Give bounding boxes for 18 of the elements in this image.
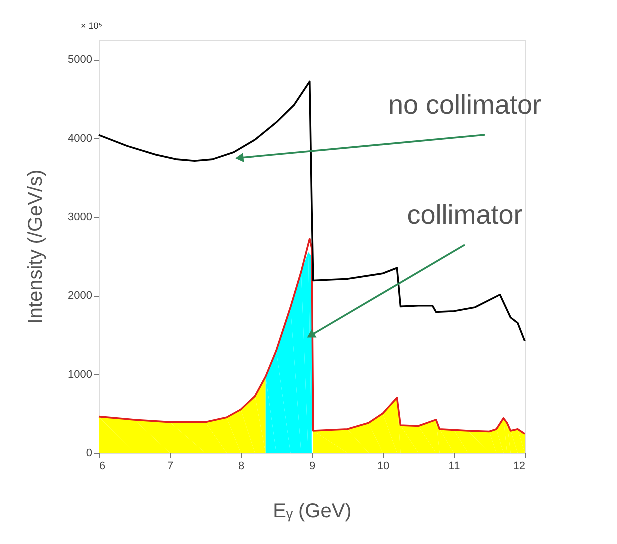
annotation: collimator bbox=[407, 200, 523, 230]
text: × 10⁵ bbox=[81, 21, 103, 31]
x-tick-label: 12 bbox=[513, 460, 526, 472]
x-axis-title: Eᵧ (GeV) bbox=[273, 500, 352, 522]
y-tick-label: 3000 bbox=[68, 212, 92, 224]
y-tick-label: 1000 bbox=[68, 368, 92, 381]
y-tick-label: 2000 bbox=[68, 290, 92, 302]
x-tick-label: 8 bbox=[238, 460, 245, 472]
y-axis-title: Intensity (/GeV/s) bbox=[25, 170, 48, 324]
y-tick-label: 0 bbox=[86, 448, 92, 460]
x-tick-label: 11 bbox=[448, 460, 460, 472]
y-tick-label: 4000 bbox=[68, 132, 92, 145]
x-tick-label: 7 bbox=[167, 460, 174, 472]
y-tick-label: 5000 bbox=[68, 54, 92, 66]
x-tick-label: 6 bbox=[100, 460, 106, 472]
x-tick-label: 9 bbox=[309, 460, 316, 472]
annotation: no collimator bbox=[388, 90, 542, 120]
x-tick-label: 10 bbox=[377, 460, 390, 472]
